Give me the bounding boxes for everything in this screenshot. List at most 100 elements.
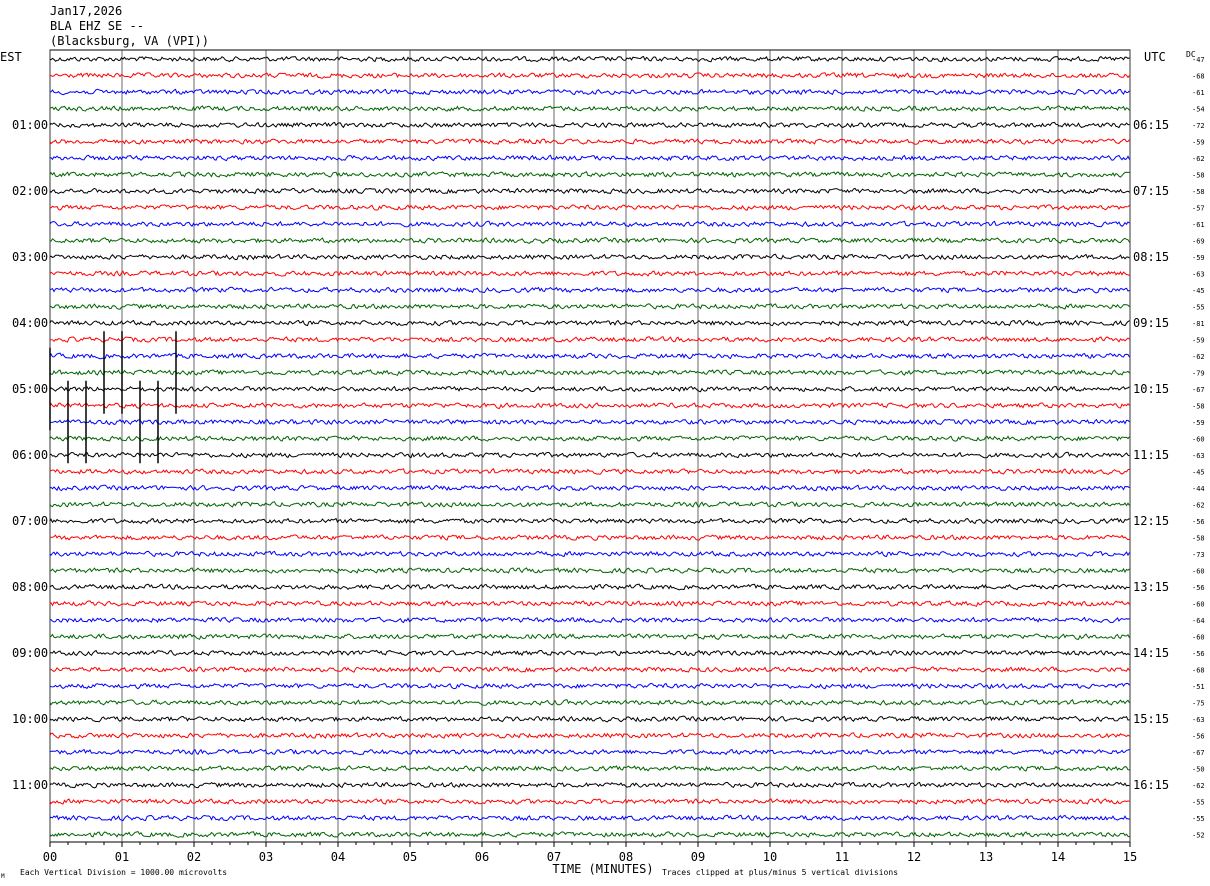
utc-hour-label: 08:15	[1133, 250, 1169, 264]
dc-offset-label: -56	[1192, 518, 1205, 526]
seismic-trace	[49, 814, 1130, 822]
seismic-trace	[49, 402, 1130, 409]
dc-offset-label: -60	[1192, 568, 1205, 576]
est-hour-label: 11:00	[12, 778, 48, 792]
dc-offset-label: -45	[1192, 469, 1205, 477]
seismic-trace	[49, 187, 1130, 195]
dc-offset-label: -62	[1192, 353, 1205, 361]
dc-offset-label: -58	[1192, 188, 1205, 196]
seismic-trace	[49, 748, 1130, 756]
x-tick-label: 04	[331, 850, 345, 864]
dc-offset-label: -63	[1192, 452, 1205, 460]
corner-mark: M	[1, 873, 5, 880]
seismic-trace	[49, 253, 1130, 261]
seismic-trace	[49, 468, 1130, 475]
dc-offset-label: -44	[1192, 485, 1205, 493]
seismic-trace	[49, 303, 1130, 310]
seismic-trace	[49, 204, 1130, 211]
dc-offset-label: -56	[1192, 733, 1205, 741]
utc-hour-label: 10:15	[1133, 382, 1169, 396]
dc-offset-label: -79	[1192, 370, 1205, 378]
dc-offset-label: -58	[1192, 403, 1205, 411]
est-hour-label: 10:00	[12, 712, 48, 726]
dc-offset-label: -57	[1192, 205, 1205, 213]
seismic-trace	[49, 418, 1130, 426]
seismic-trace	[49, 154, 1130, 162]
dc-offset-label: -47	[1192, 56, 1205, 64]
dc-offset-label: -61	[1192, 89, 1205, 97]
seismic-trace	[49, 550, 1130, 558]
seismic-trace	[49, 616, 1130, 624]
dc-offset-label: -69	[1192, 238, 1205, 246]
est-hour-label: 04:00	[12, 316, 48, 330]
utc-hour-label: 13:15	[1133, 580, 1169, 594]
seismic-trace	[49, 435, 1130, 442]
est-hour-label: 06:00	[12, 448, 48, 462]
seismic-trace	[49, 567, 1130, 574]
x-tick-label: 15	[1123, 850, 1137, 864]
dc-offset-label: -72	[1192, 122, 1205, 130]
dc-offset-label: -68	[1192, 73, 1205, 81]
dc-offset-label: -68	[1192, 667, 1205, 675]
seismic-trace	[49, 798, 1130, 805]
dc-offset-label: -54	[1192, 106, 1205, 114]
header-date: Jan17,2026	[50, 4, 123, 18]
seismic-trace	[49, 781, 1130, 789]
utc-hour-label: 16:15	[1133, 778, 1169, 792]
scale-note: Each Vertical Division = 1000.00 microvo…	[20, 868, 227, 877]
seismic-trace	[49, 138, 1130, 145]
seismic-trace	[49, 121, 1130, 129]
seismic-trace	[49, 765, 1130, 772]
utc-hour-label: 14:15	[1133, 646, 1169, 660]
dc-offset-label: -59	[1192, 254, 1205, 262]
dc-offset-label: -64	[1192, 617, 1205, 625]
x-tick-label: 13	[979, 850, 993, 864]
dc-offset-label: -62	[1192, 502, 1205, 510]
seismic-trace	[49, 583, 1130, 591]
right-timezone-label: UTC	[1144, 50, 1166, 64]
dc-offset-label: -56	[1192, 584, 1205, 592]
seismic-trace	[49, 649, 1130, 657]
seismic-trace	[49, 237, 1130, 244]
dc-offset-label: -59	[1192, 337, 1205, 345]
x-tick-label: 11	[835, 850, 849, 864]
seismic-trace	[49, 600, 1130, 607]
seismic-trace	[49, 319, 1130, 327]
seismic-trace	[49, 270, 1130, 277]
seismic-trace	[49, 336, 1130, 343]
dc-offset-label: -59	[1192, 139, 1205, 147]
x-tick-label: 10	[763, 850, 777, 864]
est-hour-label: 03:00	[12, 250, 48, 264]
x-tick-label: 05	[403, 850, 417, 864]
dc-label: DC	[1186, 50, 1196, 59]
header-location: (Blacksburg, VA (VPI))	[50, 34, 209, 48]
dc-offset-label: -55	[1192, 815, 1205, 823]
seismic-trace	[49, 171, 1130, 178]
dc-offset-label: -55	[1192, 799, 1205, 807]
dc-offset-label: -63	[1192, 716, 1205, 724]
dc-offset-label: -45	[1192, 287, 1205, 295]
clip-note: Traces clipped at plus/minus 5 vertical …	[662, 868, 898, 877]
seismic-trace	[49, 517, 1130, 525]
seismic-trace	[50, 72, 1130, 79]
est-hour-label: 09:00	[12, 646, 48, 660]
dc-offset-label: -56	[1192, 650, 1205, 658]
seismic-trace	[49, 352, 1130, 360]
dc-offset-label: -73	[1192, 551, 1205, 559]
dc-offset-label: -67	[1192, 386, 1205, 394]
seismic-trace	[49, 55, 1130, 63]
est-hour-label: 07:00	[12, 514, 48, 528]
seismic-trace	[49, 682, 1130, 690]
x-tick-label: 09	[691, 850, 705, 864]
x-tick-label: 00	[43, 850, 57, 864]
x-tick-label: 03	[259, 850, 273, 864]
seismic-trace	[49, 105, 1130, 112]
dc-offset-label: -81	[1192, 320, 1205, 328]
x-tick-label: 14	[1051, 850, 1065, 864]
seismic-trace	[49, 715, 1130, 723]
seismic-trace	[49, 220, 1130, 228]
utc-hour-label: 12:15	[1133, 514, 1169, 528]
dc-offset-label: -50	[1192, 766, 1205, 774]
utc-hour-label: 09:15	[1133, 316, 1169, 330]
